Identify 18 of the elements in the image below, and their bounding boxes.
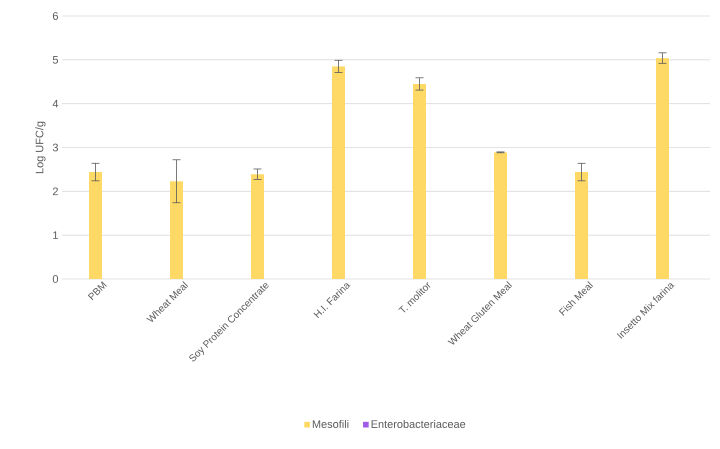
y-tick-label: 1 xyxy=(53,231,58,239)
bar xyxy=(332,66,346,279)
bar xyxy=(170,181,183,279)
bar xyxy=(251,174,264,279)
bar xyxy=(656,58,670,279)
bar xyxy=(89,172,102,279)
y-tick-label: 2 xyxy=(52,188,58,196)
y-tick-label: 4 xyxy=(52,100,58,108)
bar xyxy=(494,152,508,279)
y-tick-label: 5 xyxy=(52,56,58,64)
y-axis-title: Log UFC/g xyxy=(35,122,46,174)
bar xyxy=(575,172,588,279)
y-tick-label: 6 xyxy=(52,12,58,20)
legend-label: Mesofili xyxy=(312,420,348,428)
y-tick-label: 3 xyxy=(52,144,58,152)
legend-label: Enterobacteriaceae xyxy=(372,420,466,428)
bar xyxy=(413,84,426,279)
y-tick-label: 0 xyxy=(52,275,58,283)
